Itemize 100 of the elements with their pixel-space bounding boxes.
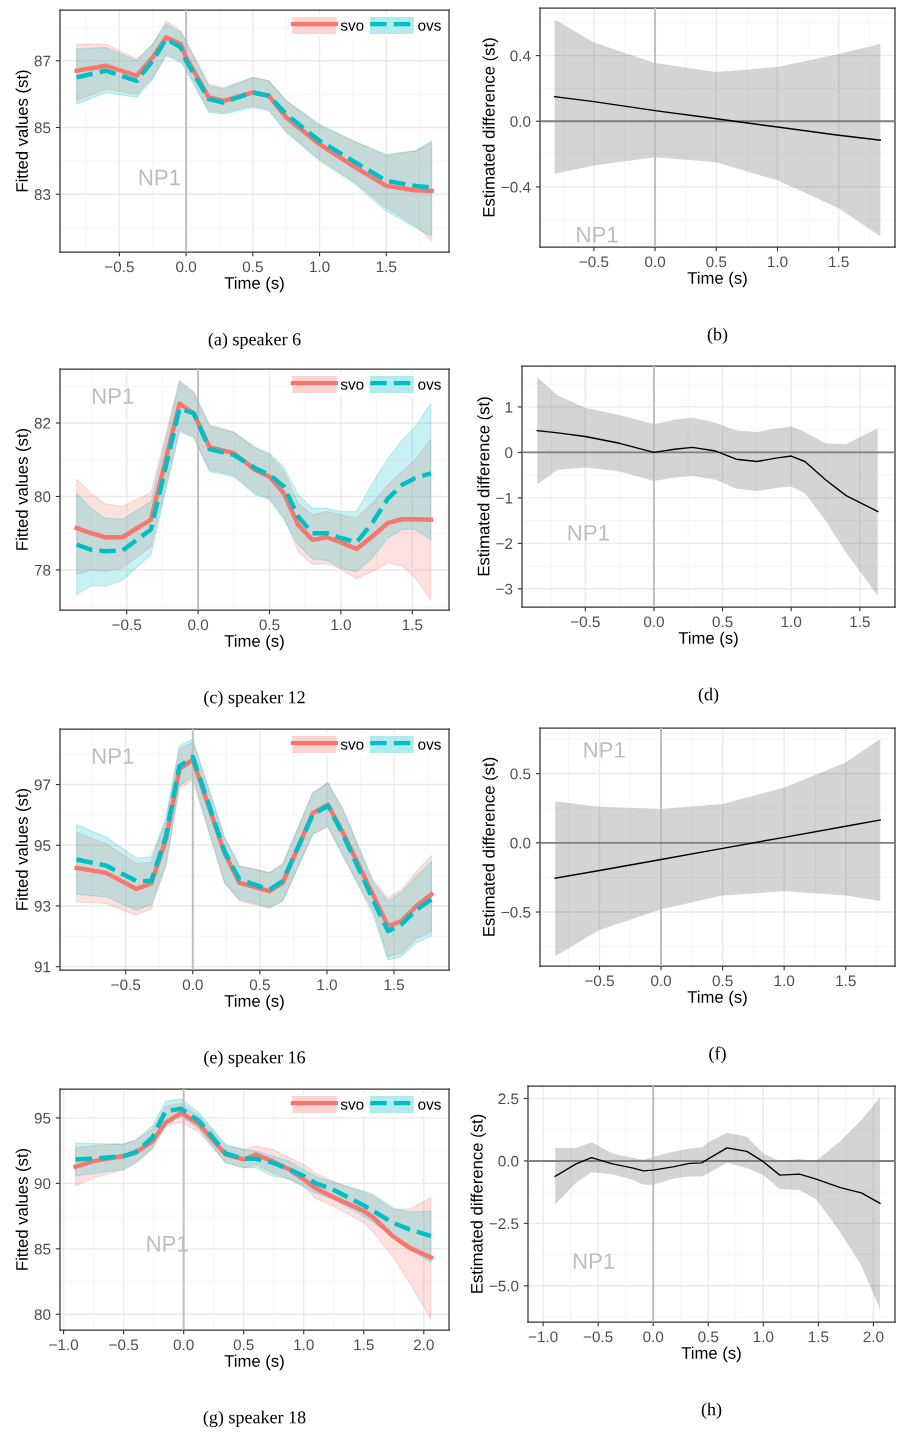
x-tick-label: −0.5 [583,1331,613,1343]
text: (e) speaker 16 [204,1050,306,1068]
line-series [554,1147,881,1205]
legend-label: ovs [418,1101,441,1110]
x-tick-label: −1.0 [528,1331,558,1343]
y-tick-label: 0.0 [510,837,531,849]
x-axis-title: Time (s) [224,994,284,1011]
x-tick-label: 0.0 [643,1331,664,1343]
y-tick-label: 93 [34,900,51,912]
x-tick-label: 0.0 [173,1339,194,1351]
x-tick-label: −0.5 [570,616,600,628]
x-tick-label: 0.5 [712,975,733,987]
y-tick-label: 2.5 [498,1093,519,1105]
y-axis-title: Estimated difference (st) [470,1114,487,1293]
x-tick-label: 0.5 [242,261,263,273]
y-axis-title: Fitted values (st) [15,788,32,910]
y-tick-label: 80 [34,491,51,503]
y-axis-title: Estimated difference (st) [482,38,499,217]
x-tick-label: −0.5 [585,975,614,987]
annotation: NP1 [568,525,609,541]
x-tick-label: 1.0 [753,1331,774,1343]
x-tick-label: 0.5 [259,619,280,631]
legend-label: ovs [418,381,441,390]
text: (f) [709,1046,726,1064]
y-tick-label: 0.0 [510,116,531,127]
y-tick-label: −2.5 [489,1218,519,1230]
x-tick-label: 1.5 [836,975,856,987]
line-series [553,95,882,141]
y-tick-label: 87 [34,55,51,67]
x-tick-label: 1.0 [310,261,330,273]
y-axis-title: Fitted values (st) [15,70,32,192]
x-tick-label: 0.0 [188,619,209,631]
x-tick-label: 0.5 [249,979,270,991]
y-tick-label: 97 [34,779,51,791]
x-tick-label: 1.0 [317,979,337,991]
legend-label: svo [340,1101,364,1110]
annotation: NP1 [92,388,134,404]
text: (b) [707,327,728,345]
x-tick-label: 1.5 [850,616,870,628]
x-tick-label: 1.0 [774,975,795,987]
y-tick-label: 0 [505,447,513,459]
legend-label: ovs [418,22,441,31]
x-tick-label: 2.0 [863,1331,884,1343]
y-tick-label: 80 [34,1309,51,1320]
y-tick-label: 95 [34,840,51,851]
y-axis-title: Estimated difference (st) [482,757,499,936]
y-axis-title: Estimated difference (st) [477,397,493,576]
y-tick-label: 91 [34,961,51,973]
line-series [554,819,881,879]
x-tick-label: 0.0 [182,979,203,991]
x-tick-label: −0.5 [109,1339,139,1351]
x-tick-label: −0.5 [579,256,609,268]
x-tick-label: −1.0 [49,1339,79,1351]
annotation: NP1 [577,227,618,243]
x-tick-label: 0.5 [706,256,727,268]
x-tick-label: 0.5 [698,1331,719,1343]
x-tick-label: 1.5 [376,261,397,273]
x-tick-label: 1.0 [781,616,802,628]
annotation: NP1 [584,742,625,758]
text: (c) speaker 12 [204,690,305,708]
x-tick-label: −0.5 [112,619,142,631]
x-tick-label: 1.5 [808,1331,829,1343]
y-tick-label: 85 [34,1243,51,1255]
x-axis-title: Time (s) [224,1354,284,1371]
annotation: NP1 [92,748,134,764]
text: (d) [698,687,719,705]
text: (g) speaker 18 [203,1410,306,1428]
y-tick-label: 78 [34,564,51,576]
y-tick-label: −1 [496,492,513,504]
y-tick-label: 1 [505,401,513,413]
x-axis-title: Time (s) [681,1346,741,1363]
y-tick-label: 95 [34,1112,51,1124]
x-tick-label: 1.5 [829,256,849,268]
x-tick-label: 1.5 [384,979,404,991]
x-axis-title: Time (s) [224,634,284,651]
x-tick-label: 0.0 [176,261,197,273]
legend-label: svo [340,381,364,390]
x-tick-label: 0.5 [233,1339,254,1351]
x-tick-label: 1.0 [331,619,351,631]
y-tick-label: 90 [34,1178,51,1190]
x-axis-title: Time (s) [687,271,747,288]
line-series [536,429,879,513]
x-axis-title: Time (s) [224,276,284,293]
legend-label: svo [340,22,364,31]
text: (a) speaker 6 [208,332,301,350]
y-tick-label: 0.0 [498,1155,519,1167]
y-tick-label: −2 [496,538,513,549]
legend-label: ovs [418,741,441,750]
y-tick-label: −0.5 [501,906,531,918]
x-tick-label: 0.0 [643,616,664,628]
y-tick-label: 0.5 [510,768,531,780]
y-tick-label: −5.0 [489,1280,519,1292]
y-tick-label: −3 [496,583,513,595]
x-tick-label: 0.5 [712,616,733,628]
x-tick-label: −0.5 [105,261,134,273]
y-tick-label: −0.4 [501,181,531,193]
legend-label: svo [340,741,364,750]
x-tick-label: 1.0 [294,1339,314,1351]
annotation: NP1 [573,1253,615,1269]
x-tick-label: −0.5 [111,979,141,991]
